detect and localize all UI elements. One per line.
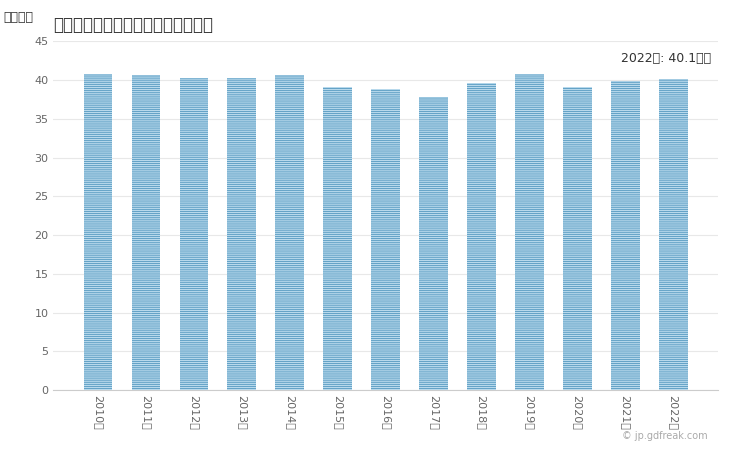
Bar: [467, 83, 496, 390]
Text: 一般労働者のきまって支給する給与: 一般労働者のきまって支給する給与: [53, 16, 214, 34]
Bar: [563, 87, 592, 390]
Bar: [179, 78, 208, 390]
Bar: [611, 81, 640, 390]
Bar: [324, 87, 352, 390]
Bar: [276, 75, 304, 390]
Bar: [132, 75, 160, 390]
Text: 2022年: 40.1万円: 2022年: 40.1万円: [621, 52, 712, 65]
Bar: [84, 74, 112, 390]
Bar: [227, 78, 257, 390]
Text: ［万円］: ［万円］: [4, 11, 34, 24]
Bar: [419, 97, 448, 390]
Bar: [515, 74, 544, 390]
Bar: [371, 90, 400, 390]
Text: © jp.gdfreak.com: © jp.gdfreak.com: [622, 431, 707, 441]
Bar: [659, 79, 687, 390]
